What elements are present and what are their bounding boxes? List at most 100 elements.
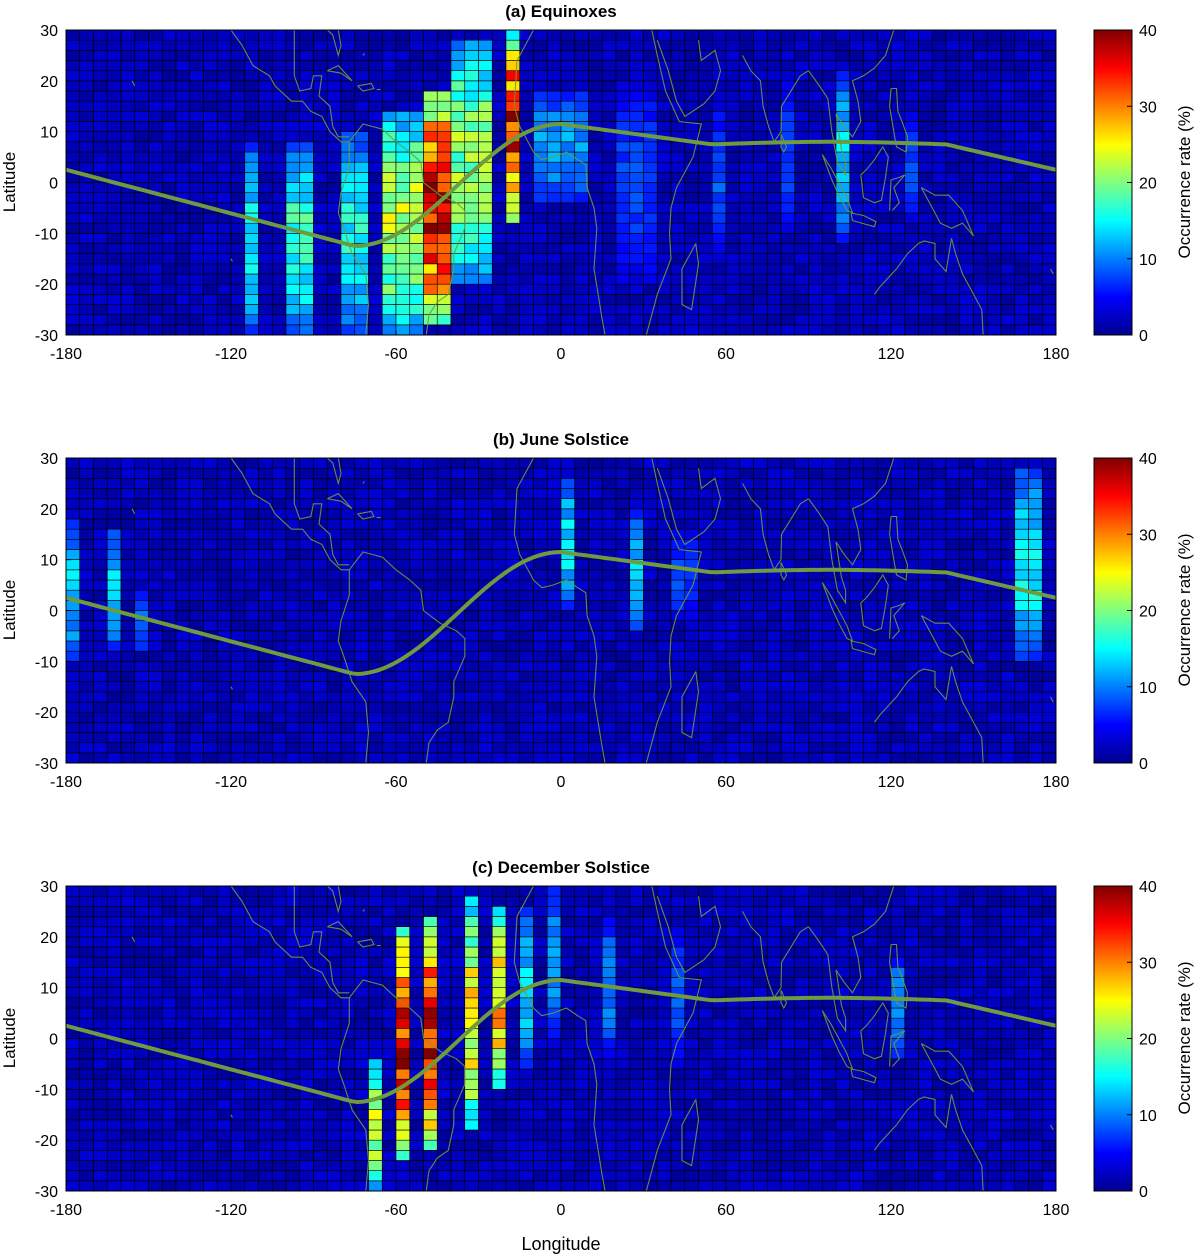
heatmap-cell — [973, 691, 988, 703]
heatmap-cell — [381, 600, 397, 611]
heatmap-cell — [106, 1119, 122, 1131]
heatmap-cell — [106, 559, 122, 571]
heatmap-cell — [368, 691, 383, 703]
heatmap-cell — [271, 1150, 287, 1161]
heatmap-cell — [120, 630, 136, 642]
heatmap-cell — [821, 314, 837, 326]
heatmap-cell — [436, 701, 452, 713]
heatmap-cell — [409, 518, 424, 530]
heatmap-cell — [93, 661, 108, 672]
colorbar-tick-label: 0 — [1139, 756, 1148, 773]
heatmap-cell — [175, 610, 191, 621]
heatmap-cell — [1000, 488, 1016, 499]
heatmap-cell — [93, 212, 108, 224]
heatmap-cell — [753, 294, 768, 305]
heatmap-cell — [945, 610, 961, 621]
heatmap-cell — [148, 640, 163, 652]
heatmap-cell — [285, 701, 301, 713]
heatmap-cell — [244, 711, 259, 723]
heatmap-cell — [629, 141, 644, 153]
heatmap-cell — [450, 50, 466, 61]
heatmap-cell — [175, 661, 191, 672]
heatmap-cell — [175, 1028, 191, 1039]
heatmap-cell — [134, 467, 149, 479]
heatmap-cell — [491, 559, 507, 571]
heatmap-cell — [271, 906, 287, 917]
heatmap-cell — [629, 752, 644, 764]
heatmap-cell — [863, 273, 878, 285]
heatmap-cell — [175, 681, 191, 693]
heatmap-cell — [285, 60, 301, 71]
heatmap-cell — [93, 956, 108, 968]
heatmap-cell — [148, 151, 163, 163]
heatmap-cell — [93, 50, 108, 61]
heatmap-cell — [161, 70, 177, 82]
heatmap-cell — [615, 60, 631, 71]
heatmap-cell — [1028, 212, 1043, 224]
heatmap-cell — [698, 60, 713, 71]
heatmap-cell — [148, 752, 163, 764]
heatmap-cell — [711, 131, 727, 143]
heatmap-cell — [175, 111, 191, 122]
heatmap-cell — [684, 620, 699, 632]
heatmap-cell — [120, 916, 136, 927]
heatmap-cell — [299, 283, 314, 295]
heatmap-cell — [120, 946, 136, 958]
heatmap-cell — [93, 549, 108, 560]
heatmap-cell — [643, 60, 658, 71]
heatmap-cell — [876, 681, 892, 693]
heatmap-cell — [725, 90, 741, 102]
heatmap-cell — [505, 630, 521, 642]
heatmap-cell — [986, 50, 1002, 61]
heatmap-cell — [203, 182, 218, 193]
heatmap-cell — [409, 243, 424, 254]
heatmap-cell — [271, 681, 287, 693]
heatmap-cell — [258, 518, 273, 530]
heatmap-cell — [931, 711, 947, 723]
heatmap-cell — [216, 70, 232, 82]
heatmap-cell — [601, 539, 617, 550]
heatmap-cell — [450, 579, 466, 591]
heatmap-cell — [65, 987, 81, 999]
heatmap-cell — [766, 202, 782, 214]
heatmap-cell — [698, 671, 713, 682]
heatmap-cell — [93, 1150, 108, 1161]
heatmap-cell — [106, 508, 122, 520]
heatmap-cell — [395, 640, 411, 652]
y-axis-label: Latitude — [0, 580, 19, 641]
heatmap-cell — [849, 151, 864, 163]
coastline — [348, 123, 466, 336]
heatmap-cell — [739, 253, 754, 265]
heatmap-cell — [120, 701, 136, 713]
heatmap-cell — [890, 640, 906, 652]
heatmap-cell — [904, 60, 919, 71]
heatmap-cell — [203, 29, 218, 41]
heatmap-cell — [423, 711, 438, 723]
heatmap-cell — [698, 202, 713, 214]
heatmap-cell — [1028, 671, 1043, 682]
heatmap-cell — [285, 314, 301, 326]
heatmap-cell — [203, 967, 218, 978]
heatmap-cell — [1028, 579, 1043, 591]
heatmap-cell — [794, 304, 809, 315]
heatmap-cell — [1041, 467, 1057, 479]
heatmap-cell — [491, 549, 507, 560]
heatmap-cell — [904, 752, 919, 764]
heatmap-cell — [794, 263, 809, 275]
heatmap-cell — [258, 304, 273, 315]
heatmap-cell — [794, 294, 809, 305]
heatmap-cell — [120, 1089, 136, 1100]
heatmap-cell — [615, 70, 631, 82]
heatmap-cell — [285, 1139, 301, 1151]
heatmap-cell — [395, 39, 411, 51]
heatmap-cell — [230, 997, 246, 1009]
heatmap-cell — [588, 263, 603, 275]
heatmap-cell — [244, 263, 259, 275]
heatmap-cell — [175, 549, 191, 560]
heatmap-cell — [904, 701, 919, 713]
heatmap-cell — [271, 90, 287, 102]
heatmap-cell — [656, 253, 672, 265]
heatmap-cell — [120, 1109, 136, 1121]
heatmap-cell — [285, 987, 301, 999]
heatmap-cell — [684, 650, 699, 662]
